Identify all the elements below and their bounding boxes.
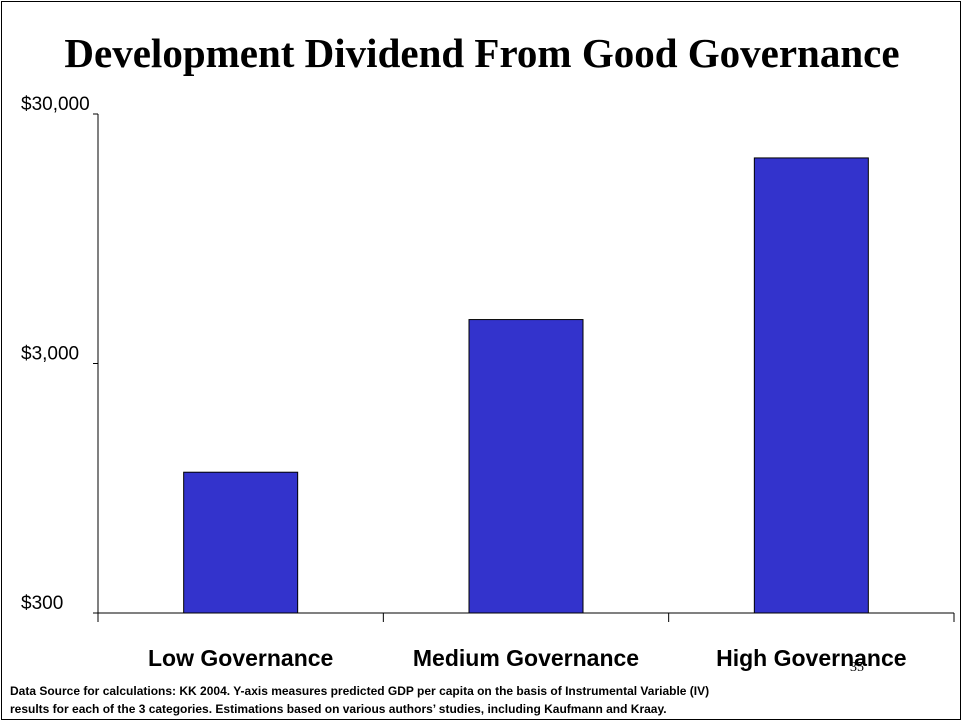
chart-labels: $300 $3,000 $30,000 Low Governance Medium Go… bbox=[21, 94, 907, 671]
footnote-line-1: Data Source for calculations: KK 2004. Y… bbox=[10, 684, 710, 698]
bar-medium-governance bbox=[468, 319, 584, 614]
x-category-label: High Governance bbox=[716, 645, 906, 671]
footnote-line-2: results for each of the 3 categories. Es… bbox=[10, 702, 667, 716]
chart-title: Development Dividend From Good Governanc… bbox=[64, 30, 900, 76]
chart-bars bbox=[183, 157, 869, 614]
y-tick-label: $3,000 bbox=[21, 344, 79, 365]
y-tick-label: $300 bbox=[21, 593, 63, 614]
x-category-label: Low Governance bbox=[148, 645, 333, 671]
footnote: Data Source for calculations: KK 2004. Y… bbox=[10, 682, 960, 718]
x-category-label: Medium Governance bbox=[413, 645, 639, 671]
slide-number: 35 bbox=[850, 660, 864, 675]
bar-low-governance bbox=[183, 471, 299, 614]
bar-high-governance bbox=[753, 157, 869, 614]
y-tick-label: $30,000 bbox=[21, 94, 90, 115]
